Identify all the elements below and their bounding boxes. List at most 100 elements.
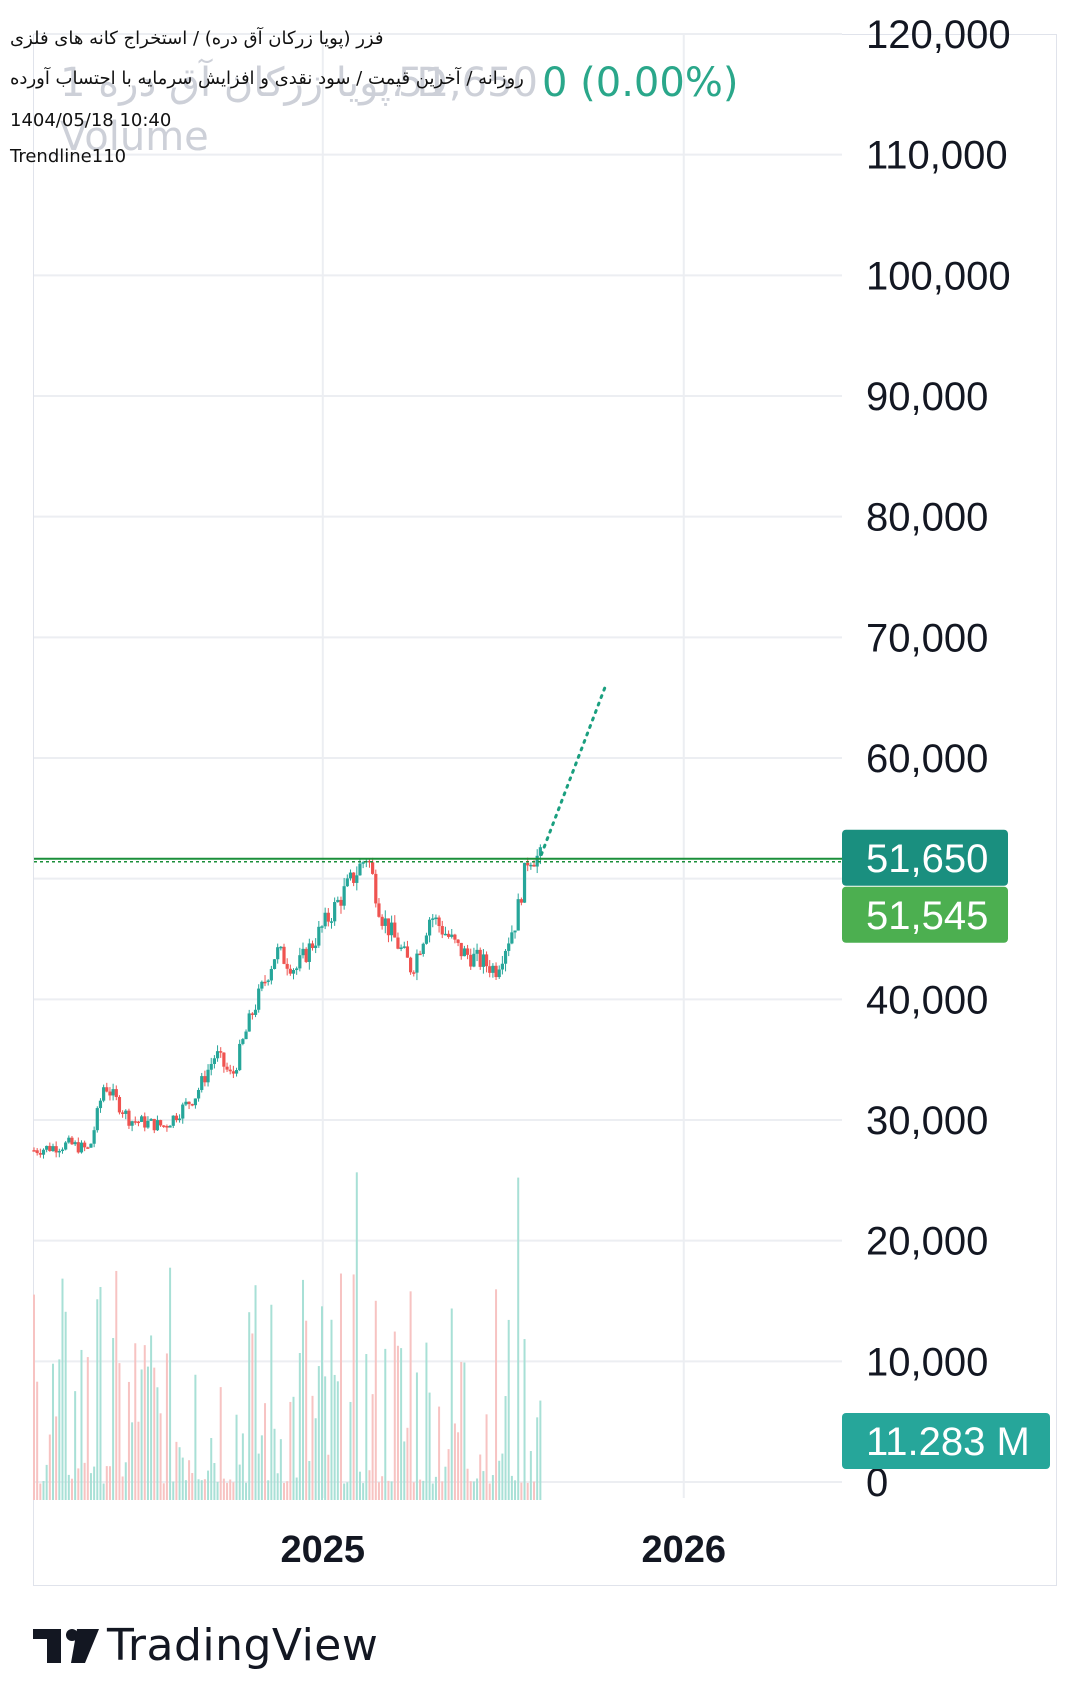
candle-body — [295, 968, 299, 971]
candle-body — [181, 1104, 185, 1119]
volume-bar — [83, 1462, 86, 1500]
price-badge-label: 51,650 — [866, 837, 988, 881]
candle-body — [136, 1121, 141, 1124]
candle-body — [272, 959, 277, 969]
candle-body — [250, 1013, 254, 1015]
y-tick-label: 70,000 — [866, 616, 988, 660]
volume-bar — [431, 1483, 434, 1500]
candle-body — [124, 1110, 128, 1114]
volume-bar — [526, 1482, 529, 1500]
candle-body — [244, 1031, 248, 1040]
volume-bar — [105, 1466, 108, 1500]
candle-body — [488, 966, 492, 973]
candle-body — [41, 1149, 46, 1155]
volume-bar — [210, 1438, 213, 1500]
volume-bar — [248, 1312, 251, 1500]
candle-body — [314, 945, 318, 949]
candle-body — [225, 1066, 229, 1070]
volume-bar — [232, 1482, 235, 1500]
volume-bar — [320, 1306, 323, 1500]
candle-body — [317, 926, 321, 946]
volume-bar — [131, 1422, 134, 1500]
candle-body — [446, 933, 451, 937]
volume-bar — [536, 1417, 539, 1500]
volume-bar — [327, 1454, 330, 1500]
candle-body — [86, 1147, 90, 1149]
volume-bar — [197, 1479, 200, 1500]
volume-bar — [434, 1476, 437, 1500]
candle-body — [247, 1013, 251, 1032]
volume-bar — [365, 1354, 368, 1500]
candle-body — [228, 1069, 232, 1072]
candle-body — [342, 886, 346, 906]
candle-body — [301, 948, 305, 956]
candle-body — [307, 943, 311, 962]
volume-bar — [457, 1432, 460, 1500]
candle-body — [456, 939, 460, 943]
candle-body — [522, 862, 527, 903]
volume-bar — [539, 1400, 542, 1500]
candle-body — [418, 953, 422, 956]
volume-bar — [80, 1349, 83, 1500]
volume-bar — [529, 1451, 532, 1500]
volume-bar — [175, 1441, 178, 1500]
volume-bar — [194, 1374, 197, 1500]
candle-body — [108, 1091, 112, 1096]
candle-body — [238, 1043, 242, 1071]
volume-bar — [203, 1479, 206, 1500]
candle-body — [105, 1087, 109, 1092]
candle-body — [462, 948, 467, 957]
candle-body — [70, 1137, 74, 1145]
volume-bar — [77, 1468, 80, 1500]
candle-body — [497, 969, 501, 978]
volume-bar — [181, 1457, 184, 1500]
candle-body — [276, 947, 280, 960]
volume-bar — [134, 1343, 137, 1500]
candle-body — [111, 1089, 115, 1096]
x-tick-label: 2026 — [641, 1529, 726, 1571]
candle-body — [310, 943, 315, 949]
volume-bar — [387, 1480, 390, 1500]
volume-bar — [257, 1453, 260, 1500]
volume-bar — [267, 1480, 270, 1500]
volume-bar — [463, 1362, 466, 1500]
candle-body — [121, 1112, 125, 1114]
volume-bar — [324, 1376, 327, 1500]
candle-body — [146, 1120, 150, 1128]
candle-body — [95, 1108, 99, 1131]
volume-bar — [51, 1363, 54, 1500]
candle-body — [491, 965, 495, 973]
candle-body — [377, 903, 381, 917]
volume-bar — [491, 1475, 494, 1500]
candle-body — [500, 963, 504, 970]
volume-bar — [343, 1483, 346, 1500]
volume-bar — [400, 1348, 403, 1500]
volume-bar — [403, 1441, 406, 1500]
volume-bar — [362, 1483, 365, 1500]
y-tick-label: 30,000 — [866, 1099, 988, 1143]
candle-body — [73, 1142, 77, 1145]
candle-body — [535, 855, 539, 867]
volume-bar — [415, 1372, 418, 1500]
candle-body — [130, 1121, 134, 1126]
volume-bar — [276, 1473, 279, 1500]
candle-body — [386, 918, 391, 936]
volume-bar — [501, 1453, 504, 1500]
candle-body — [279, 946, 283, 949]
volume-bar — [514, 1480, 517, 1500]
trend-projection-line[interactable] — [539, 684, 608, 857]
author-name: Trendline110 — [10, 146, 127, 167]
volume-bar — [333, 1374, 336, 1500]
candle-body — [409, 957, 413, 973]
volume-bar — [469, 1481, 472, 1500]
volume-bar — [140, 1369, 143, 1500]
volume-bar — [112, 1337, 115, 1500]
volume-bar — [137, 1421, 140, 1500]
volume-bar — [479, 1454, 482, 1500]
volume-bar — [453, 1423, 456, 1500]
volume-bar — [96, 1299, 99, 1500]
volume-bar — [188, 1460, 191, 1500]
volume-bar — [39, 1483, 42, 1500]
tradingview-logo[interactable]: TradingView — [33, 1620, 378, 1671]
